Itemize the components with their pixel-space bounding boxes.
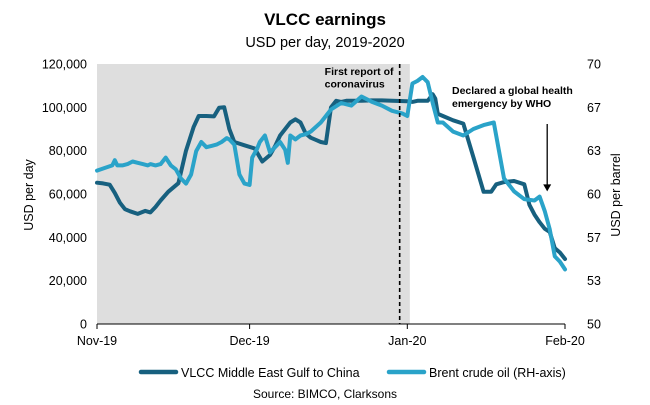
x-tick-label: Nov-19	[77, 334, 117, 348]
y-tick-label: 120,000	[42, 58, 87, 72]
x-tick-label: Feb-20	[545, 334, 585, 348]
series-line-vlcc	[95, 92, 567, 261]
y-axis-label: USD per day	[22, 158, 36, 230]
y2-tick-label: 67	[587, 101, 601, 115]
chart-source: Source: BIMCO, Clarksons	[253, 387, 397, 401]
legend-label-vlcc: VLCC Middle East Gulf to China	[181, 366, 360, 380]
who-label-line: emergency by WHO	[452, 98, 551, 110]
chart-subtitle: USD per day, 2019-2020	[245, 35, 404, 51]
plot-lines	[95, 75, 567, 272]
y2-tick-label: 63	[587, 144, 601, 158]
y2-tick-label: 57	[587, 231, 601, 245]
y-tick-label: 100,000	[42, 101, 87, 115]
who-annotation-arrow	[543, 124, 552, 192]
y2-axis-ticks: 50 53 57 60 63 67 70	[587, 58, 601, 332]
x-axis-ticks: Nov-19 Dec-19 Jan-20 Feb-20	[77, 324, 585, 348]
y-tick-label: 80,000	[49, 144, 87, 158]
event-label-line: First report of	[325, 66, 394, 78]
x-tick-label: Dec-19	[229, 334, 269, 348]
series-line-brent	[95, 75, 567, 272]
chart-title: VLCC earnings	[264, 10, 386, 29]
event-label-line: coronavirus	[325, 79, 385, 91]
y-tick-label: 40,000	[49, 231, 87, 245]
y-tick-label: 20,000	[49, 274, 87, 288]
legend-label-brent: Brent crude oil (RH-axis)	[429, 366, 566, 380]
y2-tick-label: 60	[587, 188, 601, 202]
x-tick-label: Jan-20	[388, 334, 426, 348]
pre-covid-shaded-region	[97, 64, 410, 324]
who-label-line: Declared a global health	[452, 85, 573, 97]
y2-tick-label: 70	[587, 58, 601, 72]
y2-tick-label: 50	[587, 318, 601, 332]
y2-axis-label: USD per barrel	[609, 153, 623, 236]
legend: VLCC Middle East Gulf to China Brent cru…	[138, 366, 566, 380]
y-tick-label: 60,000	[49, 188, 87, 202]
y-tick-label: 0	[80, 318, 87, 332]
y-axis-ticks: 0 20,000 40,000 60,000 80,000 100,000 120,000	[42, 58, 87, 332]
who-arrow-head	[543, 184, 552, 192]
y2-tick-label: 53	[587, 274, 601, 288]
